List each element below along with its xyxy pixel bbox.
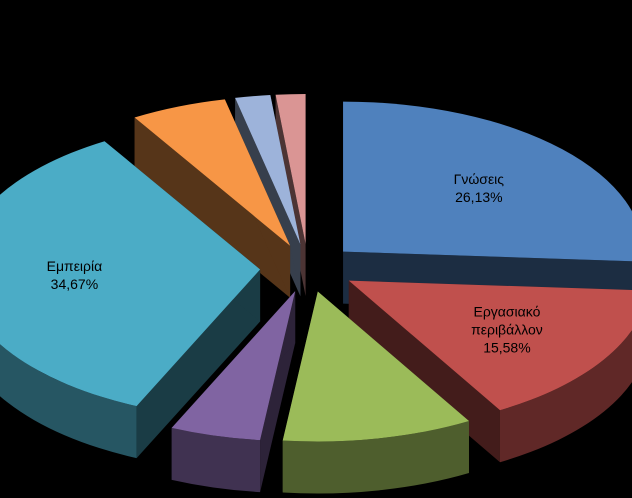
pie-slice-side — [171, 427, 261, 493]
pie-slice-side — [0, 344, 137, 459]
pie-slice — [235, 95, 301, 245]
pie-slice — [134, 99, 291, 246]
slice-label: Εργασιακό περιβάλλον 15,58% — [471, 304, 543, 356]
slice-label: Γνώσεις 26,13% — [454, 171, 505, 205]
pie-slice — [282, 291, 469, 442]
pie-slice-side — [282, 421, 469, 494]
pie-slice — [0, 141, 261, 407]
slice-label-line: Γνώσεις — [454, 171, 505, 187]
pie-slice — [171, 291, 296, 441]
pie-slice-side — [500, 330, 632, 463]
pie-slice-wall — [134, 117, 291, 298]
slice-label: Εμπειρία 34,67% — [47, 258, 103, 292]
pie-slice-wall — [136, 269, 261, 459]
slice-label-line: 34,67% — [51, 276, 98, 292]
slice-label-line: 15,58% — [483, 340, 530, 356]
slice-label-line: περιβάλλον — [471, 322, 543, 338]
slice-label-line: 26,13% — [455, 189, 502, 205]
slice-label-line: Εμπειρία — [47, 258, 103, 274]
slice-label-line: Εργασιακό — [474, 304, 541, 320]
pie-slice — [343, 101, 632, 262]
pie-slice — [348, 280, 632, 411]
pie-labels: Γνώσεις 26,13% Εργασιακό περιβάλλον 15,58% Εμ… — [47, 171, 543, 356]
pie-tops — [0, 94, 632, 442]
pie-slice — [275, 94, 306, 245]
